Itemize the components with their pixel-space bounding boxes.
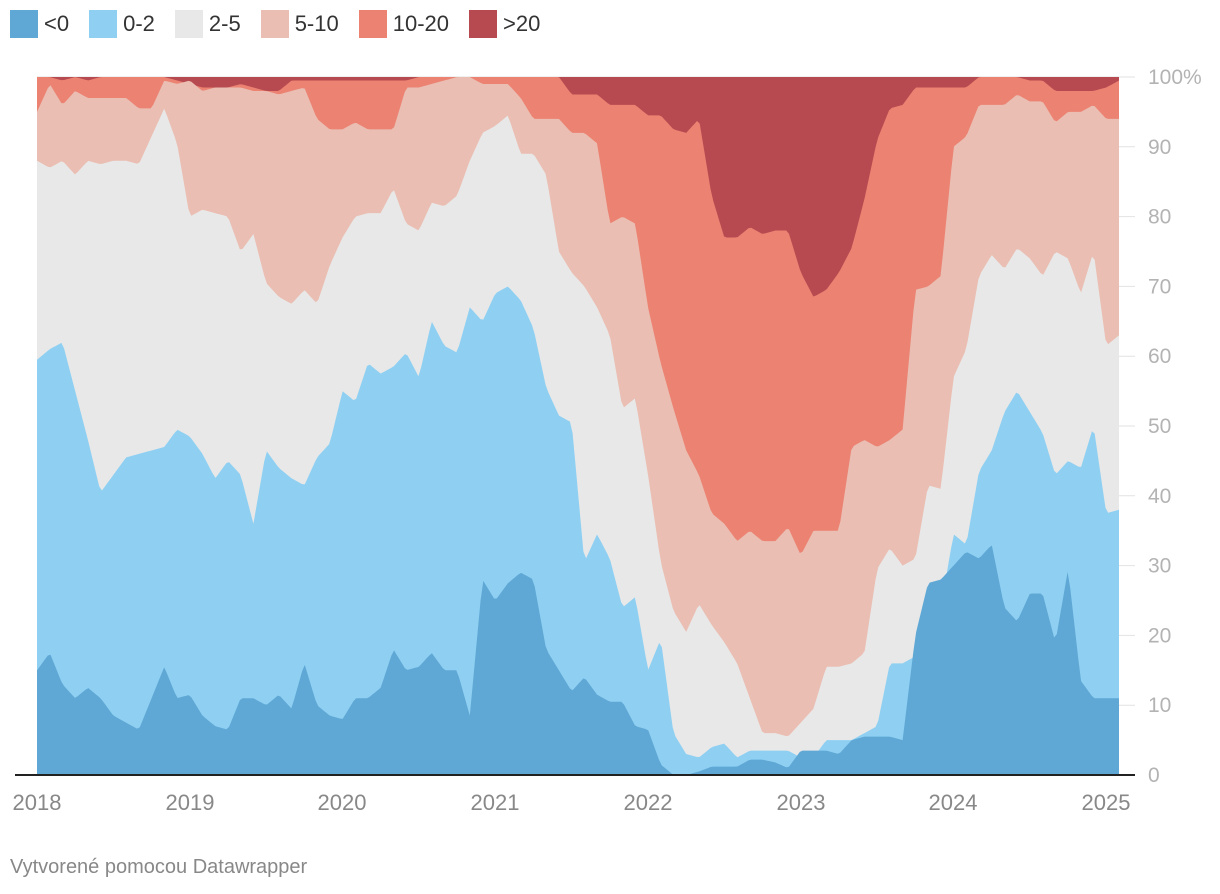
legend-swatch [358, 10, 387, 38]
legend-label: 10-20 [392, 11, 450, 36]
x-tick-label: 2025 [1082, 790, 1131, 815]
y-tick-label: 100% [1148, 66, 1202, 89]
axes: 0 10 20 30 40 50 60 70 80 90 100% 2018 2019 2020 2021 2… [13, 66, 1202, 815]
y-tick-label: 80 [1148, 206, 1171, 229]
legend-item: 2-5 [174, 10, 241, 38]
y-tick-label: 20 [1148, 624, 1171, 647]
legend-label: <0 [44, 11, 70, 36]
area-series-1 [37, 286, 1119, 775]
x-tick-label: 2019 [166, 790, 215, 815]
legend-label: 0-2 [123, 11, 155, 36]
chart-credit: Vytvorené pomocou Datawrapper [10, 856, 308, 878]
y-tick-label: 50 [1148, 415, 1171, 438]
x-tick-label: 2021 [471, 790, 520, 815]
x-tick-label: 2018 [13, 790, 62, 815]
x-tick-label: 2022 [624, 790, 673, 815]
y-tick-label: 30 [1148, 555, 1171, 578]
x-tick-label: 2020 [318, 790, 367, 815]
legend-label: 5-10 [294, 11, 339, 36]
legend-label: 2-5 [208, 11, 241, 36]
x-tick-label: 2023 [777, 790, 826, 815]
legend-label: >20 [503, 11, 541, 36]
area-series-group [37, 77, 1119, 775]
y-tick-label: 40 [1148, 485, 1171, 508]
legend-item: 10-20 [358, 10, 450, 38]
legend-item: >20 [469, 10, 540, 38]
legend-swatch [89, 10, 118, 38]
stacked-area-chart: 0 10 20 30 40 50 60 70 80 90 100% 2018 2019 2020 2021 2… [13, 66, 1202, 815]
legend-swatch [260, 10, 289, 38]
y-tick-label: 60 [1148, 345, 1171, 368]
x-tick-label: 2024 [929, 790, 978, 815]
chart-legend: <0 0-2 2-5 5-10 10-20 >20 [10, 10, 560, 38]
legend-swatch [10, 10, 38, 38]
y-tick-label: 70 [1148, 275, 1171, 298]
y-tick-label: 0 [1148, 764, 1160, 787]
y-tick-label: 10 [1148, 694, 1171, 717]
legend-item: 0-2 [89, 10, 155, 38]
legend-item: <0 [10, 10, 69, 38]
y-tick-label: 90 [1148, 136, 1171, 159]
legend-item: 5-10 [260, 10, 339, 38]
area-series-0 [37, 545, 1119, 775]
legend-swatch [174, 10, 203, 38]
legend-swatch [469, 10, 498, 38]
